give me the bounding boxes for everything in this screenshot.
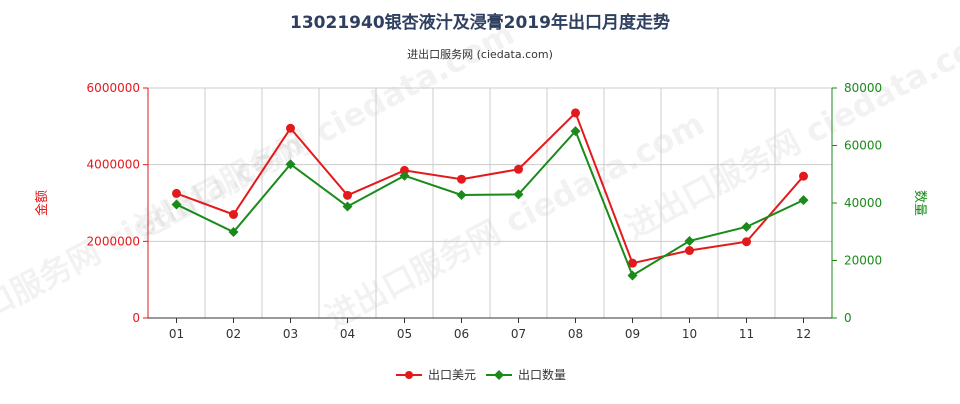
y-left-tick-label: 4000000	[87, 158, 140, 172]
amount-point	[514, 164, 523, 174]
y-left-tick-label: 6000000	[87, 81, 140, 95]
quantity-point	[342, 201, 353, 212]
legend-item-amount: 出口美元	[396, 368, 476, 382]
amount-point	[172, 188, 181, 198]
legend-marker	[494, 370, 504, 380]
x-tick-label: 08	[568, 327, 583, 341]
amount-point	[229, 210, 238, 219]
quantity-point	[399, 170, 410, 181]
x-tick-label: 10	[682, 327, 697, 341]
grid-layer	[147, 87, 833, 319]
x-tick-label: 02	[226, 327, 241, 341]
x-tick-label: 09	[625, 327, 640, 341]
quantity-point	[228, 227, 239, 238]
amount-point	[742, 237, 751, 247]
y-right-tick-label: 80000	[844, 81, 882, 95]
y-right-axis-label: 数量	[912, 190, 927, 216]
watermark-layer: 进出口服务网 ciedata.com 进出口服务网 ciedata.com进出口服…	[0, 14, 960, 356]
y-left-tick-label: 2000000	[87, 234, 140, 248]
x-tick-label: 06	[454, 327, 469, 341]
y-right-tick-label: 0	[844, 311, 852, 325]
series-line-quantity	[176, 129, 804, 277]
series-layer	[171, 108, 809, 281]
axis-layer: 0 2000000 4000000 6000000 金额 0 20000 40000 60000…	[34, 81, 927, 341]
amount-point	[400, 165, 409, 175]
amount-point	[343, 190, 352, 200]
y-right-tick-label: 20000	[844, 254, 882, 268]
series-line-amount	[176, 111, 805, 265]
amount-point	[628, 258, 637, 268]
chart-title: 13021940银杏液汁及浸膏2019年出口月度走势	[290, 12, 670, 33]
x-tick-label: 04	[340, 327, 355, 341]
legend-label: 出口数量	[518, 367, 566, 382]
amount-point	[799, 171, 808, 181]
y-left-tick-label: 0	[132, 311, 140, 325]
quantity-point	[570, 126, 581, 137]
amount-point	[457, 174, 466, 184]
quantity-point	[285, 159, 296, 170]
x-tick-label: 05	[397, 327, 412, 341]
quantity-point	[627, 270, 638, 281]
y-left-axis-label: 金额	[34, 190, 50, 216]
legend-item-quantity: 出口数量	[486, 367, 566, 382]
x-tick-label: 12	[796, 327, 811, 341]
x-tick-label: 01	[169, 327, 184, 341]
amount-point	[286, 123, 295, 133]
quantity-point	[741, 221, 752, 232]
amount-point	[685, 246, 694, 256]
x-tick-label: 03	[283, 327, 298, 341]
legend: 出口美元 出口数量	[396, 367, 566, 382]
y-right-tick-label: 60000	[844, 139, 882, 153]
legend-marker	[405, 371, 413, 379]
quantity-point	[798, 195, 809, 206]
x-tick-label: 07	[511, 327, 526, 341]
x-tick-label: 11	[739, 327, 754, 341]
quantity-point	[513, 189, 524, 200]
chart-subtitle: 进出口服务网 (ciedata.com)	[407, 47, 553, 61]
quantity-point	[684, 235, 695, 246]
amount-point	[571, 108, 580, 118]
legend-label: 出口美元	[428, 368, 476, 382]
y-right-tick-label: 40000	[844, 196, 882, 210]
quantity-point	[171, 199, 182, 210]
quantity-point	[456, 189, 467, 200]
